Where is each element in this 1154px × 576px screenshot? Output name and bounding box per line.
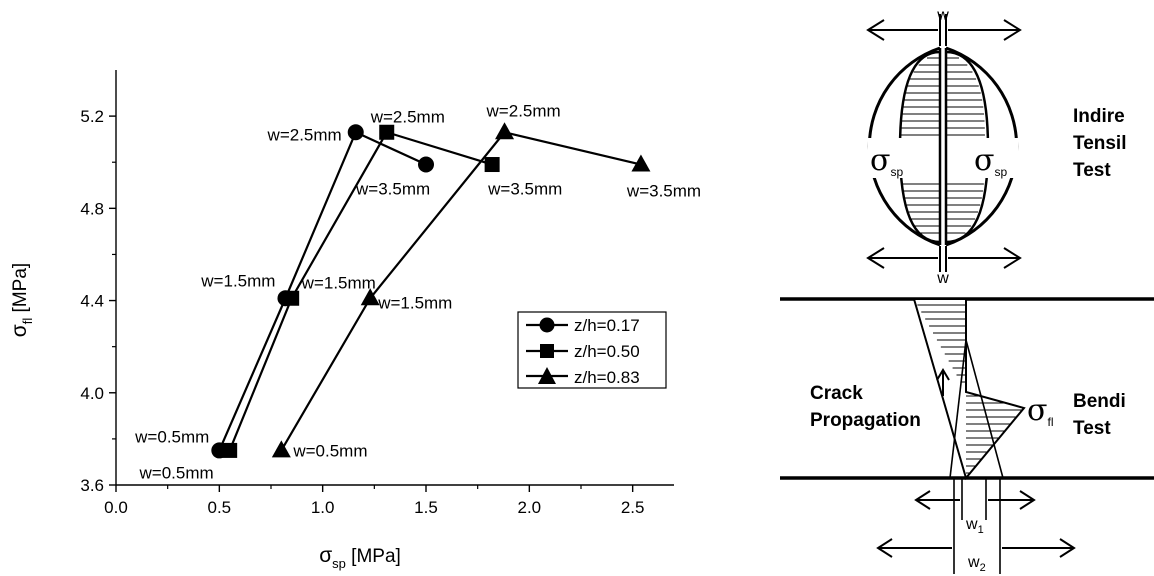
data-point-label: w=3.5mm — [626, 182, 701, 201]
x-tick-label: 1.0 — [311, 498, 335, 517]
x-tick-label: 2.0 — [518, 498, 542, 517]
chart-series-lines — [218, 130, 642, 451]
series-line-2 — [228, 130, 493, 451]
stress-profile — [912, 298, 1026, 481]
series-line-3 — [280, 131, 642, 451]
top-width-arrows — [866, 14, 1022, 46]
indirect-tensile-disc: σsp σsp w w Indire Tensil Test — [866, 7, 1127, 287]
y-tick-label: 5.2 — [80, 107, 104, 126]
legend-label-1: z/h=0.17 — [574, 316, 640, 335]
bending-beam: σfl Crack Propagation Bendi Test w1 w2 — [780, 297, 1154, 574]
data-point-label: w=3.5mm — [487, 180, 562, 199]
bending-test-line-1: Bendi — [1073, 391, 1126, 412]
crack-lines — [949, 339, 1004, 574]
indirect-test-line-1: Indire — [1073, 106, 1125, 127]
w2-arrows — [876, 538, 1076, 558]
data-point-label: w=1.5mm — [377, 293, 452, 312]
sigma-sp-right: σsp — [974, 143, 1007, 179]
data-point-square — [222, 442, 238, 458]
data-point-triangle — [495, 122, 515, 140]
top-width-label: w — [936, 7, 949, 24]
legend-entry-1: z/h=0.17 — [526, 316, 640, 335]
y-tick-label: 4.8 — [80, 199, 104, 218]
x-tick-label: 1.5 — [414, 498, 438, 517]
crack-line-1: Crack — [810, 383, 863, 404]
bottom-width-arrows — [866, 246, 1022, 272]
data-point-triangle — [271, 440, 291, 458]
data-point-label: w=2.5mm — [370, 107, 445, 126]
indirect-test-line-2: Tensil — [1073, 133, 1127, 154]
crack-line-2: Propagation — [810, 410, 921, 431]
data-point-label: w=1.5mm — [301, 273, 376, 292]
legend-marker-triangle — [538, 367, 556, 384]
data-point-label: w=1.5mm — [200, 271, 275, 290]
x-tick-label: 2.5 — [621, 498, 645, 517]
data-point-label: w=2.5mm — [486, 101, 561, 120]
data-point-circle — [418, 156, 434, 173]
y-tick-label: 4.4 — [80, 292, 104, 311]
chart-point-labels: w=0.5mm w=1.5mm w=2.5mm w=3.5mm w=0.5mm w=1.5… — [134, 101, 701, 482]
data-point-label: w=0.5mm — [292, 441, 367, 460]
data-point-square — [484, 157, 500, 173]
legend-marker-circle — [539, 317, 555, 333]
chart-markers — [211, 122, 651, 459]
data-point-label: w=0.5mm — [134, 427, 209, 446]
bending-test-line-2: Test — [1073, 418, 1111, 439]
y-tick-label: 3.6 — [80, 476, 104, 495]
legend-label-3: z/h=0.83 — [574, 368, 640, 387]
data-point-square — [284, 290, 300, 306]
crack-arrow — [936, 368, 950, 396]
indirect-test-line-3: Test — [1073, 160, 1111, 181]
legend-entry-3: z/h=0.83 — [526, 367, 640, 387]
test-diagram: σsp σsp w w Indire Tensil Test — [780, 7, 1154, 574]
sigma-sp-left: σsp — [870, 143, 903, 179]
bottom-width-label: w — [936, 270, 949, 287]
data-point-label: w=0.5mm — [138, 463, 213, 482]
data-point-square — [379, 124, 395, 140]
x-tick-label: 0.0 — [104, 498, 128, 517]
data-point-triangle — [631, 154, 651, 172]
legend: z/h=0.17 z/h=0.50 z/h=0.83 — [517, 311, 667, 389]
x-axis-title: σsp [MPa] — [319, 544, 401, 571]
w1-arrows — [914, 490, 1036, 510]
sigma-fl-label: σfl — [1027, 393, 1053, 429]
x-tick-label: 0.5 — [208, 498, 232, 517]
series-line-1 — [218, 130, 427, 451]
y-axis-title: σfl [MPa] — [8, 263, 35, 337]
w2-label: w2 — [967, 554, 986, 574]
legend-entry-2: z/h=0.50 — [526, 342, 640, 361]
chart: 0.0 0.5 1.0 1.5 2.0 2.5 3.6 4.0 4.4 4.8 5.2 w=0.5m… — [8, 70, 701, 571]
chart-axes: 0.0 0.5 1.0 1.5 2.0 2.5 3.6 4.0 4.4 4.8 5.2 — [80, 70, 674, 517]
y-tick-label: 4.0 — [80, 384, 104, 403]
w1-label: w1 — [965, 516, 984, 536]
data-point-label: w=3.5mm — [355, 180, 430, 199]
data-point-label: w=2.5mm — [267, 125, 342, 144]
legend-marker-square — [540, 344, 554, 358]
data-point-triangle — [360, 288, 380, 306]
legend-label-2: z/h=0.50 — [574, 342, 640, 361]
data-point-circle — [347, 124, 364, 141]
